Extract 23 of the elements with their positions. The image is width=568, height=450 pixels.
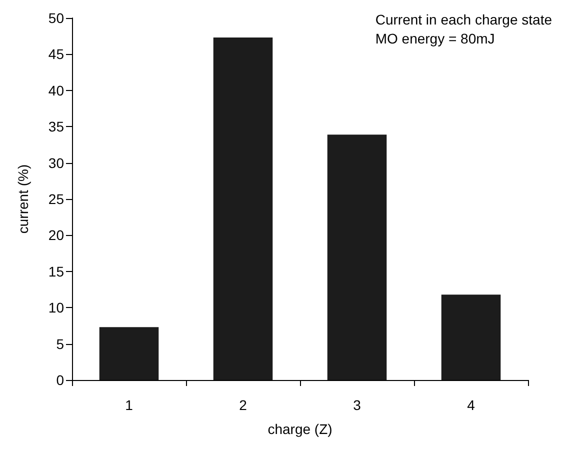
bar <box>99 327 159 380</box>
y-tick-label: 40 <box>48 82 64 98</box>
y-tick-label: 15 <box>48 263 64 280</box>
x-tick-label: 2 <box>239 397 248 413</box>
y-tick-label: 25 <box>48 191 64 207</box>
y-tick-label: 10 <box>48 300 64 316</box>
y-tick-label: 0 <box>56 372 64 388</box>
y-tick-label: 20 <box>48 227 64 244</box>
x-tick-label: 3 <box>353 397 362 413</box>
x-axis-title: charge (Z) <box>268 421 332 437</box>
bar <box>213 38 273 380</box>
y-axis-title: current (%) <box>15 164 31 234</box>
x-tick-label: 1 <box>125 397 134 413</box>
y-tick-label: 30 <box>48 154 64 171</box>
y-tick-label: 50 <box>48 10 64 26</box>
y-tick-label: 35 <box>48 118 64 135</box>
annotation: Current in each charge state <box>375 12 552 28</box>
bar <box>441 294 501 380</box>
y-tick-label: 5 <box>56 336 64 352</box>
bar <box>327 134 387 380</box>
x-tick-label: 4 <box>467 397 476 413</box>
annotation: MO energy = 80mJ <box>375 30 495 46</box>
y-tick-label: 45 <box>48 46 64 62</box>
